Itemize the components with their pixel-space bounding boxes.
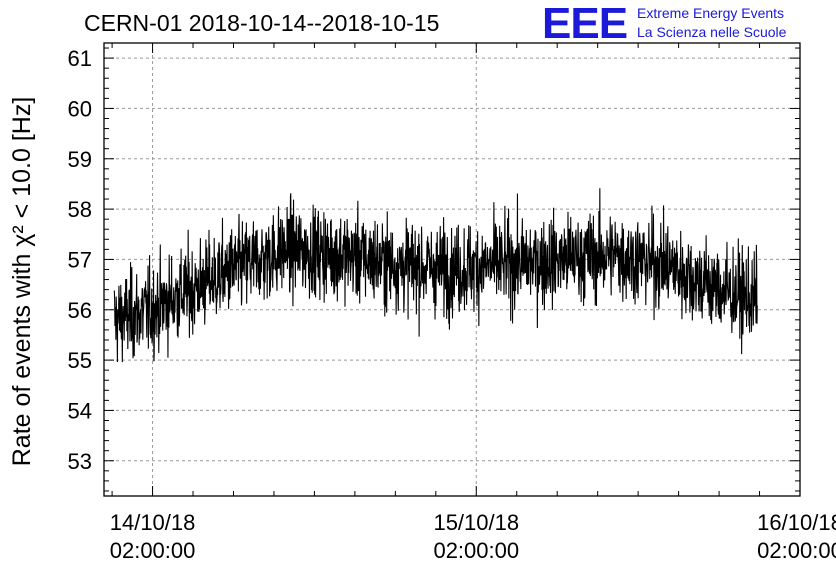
y-tick-label: 57 (68, 247, 92, 272)
y-tick-label: 54 (68, 398, 92, 423)
brand-line-1: Extreme Energy Events (637, 5, 785, 21)
x-tick-label-date: 14/10/18 (110, 510, 196, 535)
y-tick-label: 53 (68, 449, 92, 474)
eee-logo: EEE (542, 0, 628, 48)
y-tick-label: 58 (68, 197, 92, 222)
x-tick-label-time: 02:00:00 (757, 538, 836, 563)
x-tick-label-date: 16/10/18 (757, 510, 836, 535)
rate-series-line (113, 188, 758, 363)
y-axis-label: Rate of events with χ² < 10.0 [Hz] (8, 97, 36, 467)
x-tick-label-date: 15/10/18 (433, 510, 519, 535)
x-tick-label-time: 02:00:00 (110, 538, 196, 563)
brand-line-2: La Scienza nelle Scuole (637, 24, 787, 40)
y-tick-label: 55 (68, 348, 92, 373)
x-tick-label-time: 02:00:00 (433, 538, 519, 563)
y-tick-label: 56 (68, 298, 92, 323)
y-tick-label: 59 (68, 147, 92, 172)
y-tick-label: 61 (68, 46, 92, 71)
chart-title: CERN-01 2018-10-14--2018-10-15 (84, 10, 440, 36)
y-tick-label: 60 (68, 96, 92, 121)
